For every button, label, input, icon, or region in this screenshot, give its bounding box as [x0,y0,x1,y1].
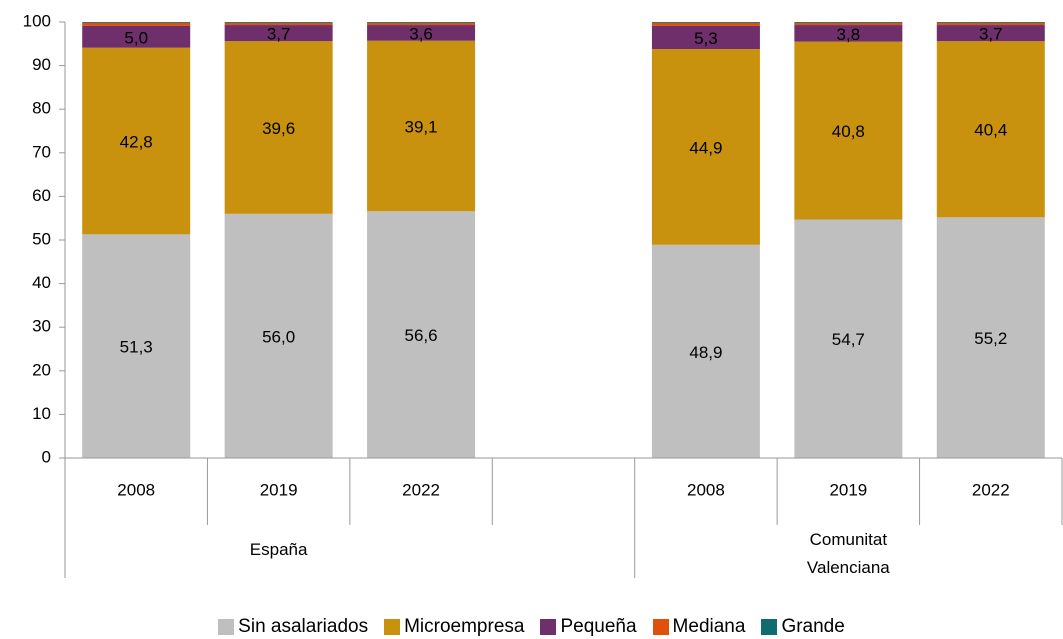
y-tick-label: 60 [32,186,51,205]
x-tick-label: 2019 [829,480,867,499]
bar-segment [82,22,191,23]
bar-segment [82,25,191,48]
y-tick-label: 20 [32,360,51,379]
legend-item: Grande [761,616,845,638]
x-tick-label: 2008 [117,480,155,499]
legend-label: Mediana [672,616,746,637]
data-label: 5,3 [694,29,718,48]
bar-segment [651,49,760,245]
legend-swatch [761,619,778,635]
bar-segment [224,213,333,458]
data-label: 40,4 [974,121,1007,140]
bar-segment [367,22,476,23]
legend-swatch [218,619,235,635]
x-tick-label: 2022 [402,480,440,499]
bar-segment [224,41,333,214]
legend-label: Grande [781,616,845,637]
bar-segment [367,211,476,458]
legend-label: Sin asalariados [238,616,369,637]
bar-segment [936,25,1045,42]
bar-segment [82,47,191,235]
data-label: 3,8 [837,25,861,44]
plot: 0 10 20 30 40 50 60 70 80 90 100 51,3 42,8 5,0 2008 56,… [23,11,1063,578]
y-tick-label: 30 [32,317,51,336]
bar-segment [651,244,760,458]
bar-segment [794,22,903,26]
bar-segment [224,22,333,26]
y-tick-label: 0 [42,447,51,466]
bar-segment [794,41,903,220]
legend-swatch [652,619,669,635]
bar-segment [82,234,191,458]
data-label: 5,0 [124,28,148,47]
bar-segment [651,25,760,50]
bar-segment [794,22,903,23]
data-label: 56,0 [262,327,295,346]
bar-segment [936,22,1045,23]
group-label: España [249,540,308,559]
y-tick-label: 80 [32,99,51,118]
group-label: Comunitat Valenciana [806,530,890,577]
bar-segment [367,25,476,41]
legend-item: Mediana [652,616,746,638]
x-tick-label: 2008 [687,480,725,499]
bar-segment [367,40,476,212]
y-tick-label: 90 [32,55,51,74]
bar-segment [367,22,476,26]
legend-label: Microempresa [404,616,525,637]
data-label: 51,3 [120,338,153,357]
legend-swatch [384,619,401,635]
bar-segment [936,22,1045,26]
data-label: 39,1 [405,117,438,136]
y-tick-label: 50 [32,229,51,248]
bar-segment [936,217,1045,458]
data-label: 39,6 [262,119,295,138]
bar-segment [794,219,903,458]
data-label: 3,6 [409,24,433,43]
data-label: 3,7 [979,25,1003,44]
bar-segment [224,25,333,42]
data-label: 40,8 [832,122,865,141]
data-label: 54,7 [832,330,865,349]
data-label: 48,9 [689,343,722,362]
y-tick-label: 40 [32,273,51,292]
bar-segment [936,41,1045,218]
y-tick-label: 70 [32,142,51,161]
x-tick-label: 2019 [260,480,298,499]
data-label: 56,6 [405,326,438,345]
data-label: 55,2 [974,329,1007,348]
bar-segment [651,22,760,26]
y-tick-label: 10 [32,404,51,423]
y-tick-label: 100 [23,11,51,30]
data-label: 44,9 [689,138,722,157]
legend-item: Microempresa [384,616,524,638]
x-tick-label: 2022 [972,480,1010,499]
legend-item: Pequeña [540,616,637,638]
bar-segment [794,25,903,42]
data-label: 42,8 [120,133,153,152]
bar-segment [224,22,333,23]
data-label: 3,7 [267,25,291,44]
legend-item: Sin asalariados [218,616,368,638]
legend-label: Pequeña [560,616,637,637]
bar-segment [651,22,760,23]
legend: Sin asalariados Microempresa Pequeña Median… [0,616,1063,638]
legend-swatch [540,619,557,635]
bar-segment [82,22,191,26]
